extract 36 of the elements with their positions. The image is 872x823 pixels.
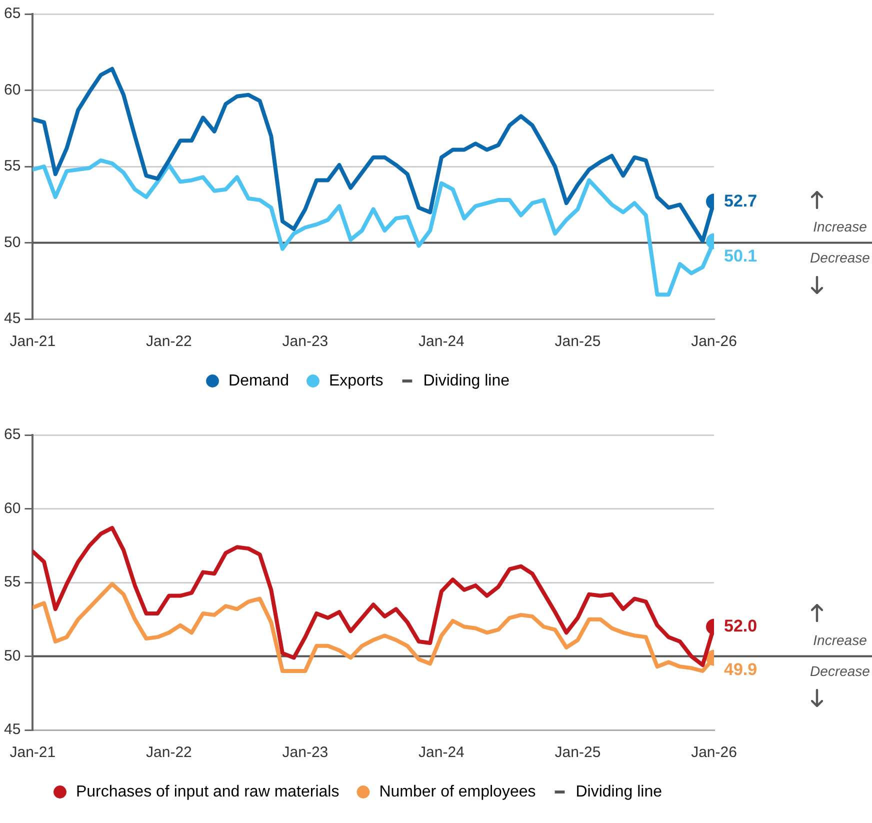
text: Increase	[813, 632, 868, 648]
y-tick-label: 50	[4, 234, 21, 251]
text: Decrease	[810, 663, 870, 680]
legend-label: Dividing line	[423, 372, 510, 390]
y-tick-label: 60	[4, 500, 21, 517]
x-tick-label: Jan-23	[282, 333, 328, 350]
x-tick-label: Jan-24	[418, 333, 464, 350]
x-tick-label: Jan-22	[146, 333, 192, 350]
text: Decrease	[810, 250, 870, 266]
x-tick-label: Jan-26	[691, 333, 737, 350]
x-tick-label: Jan-25	[554, 333, 601, 350]
x-tick-label: Jan-22	[146, 744, 192, 762]
y-tick-label: 45	[4, 721, 21, 738]
legend-label: Number of employees	[379, 783, 536, 800]
x-tick-label: Jan-25	[554, 744, 601, 762]
data-label: 50.1	[724, 246, 758, 266]
x-tick-label: Jan-21	[10, 744, 56, 762]
data-label: 52.0	[724, 616, 758, 636]
y-tick-label: 45	[4, 310, 21, 328]
y-tick-label: 60	[4, 81, 21, 98]
y-tick-label: 65	[4, 5, 21, 22]
y-tick-label: 65	[4, 426, 21, 444]
x-tick-label: Jan-26	[691, 744, 737, 762]
y-tick-label: 50	[4, 647, 21, 664]
data-label: 52.7	[724, 191, 758, 210]
legend-label: Dividing line	[576, 783, 662, 800]
y-tick-label: 55	[4, 574, 21, 591]
text: Increase	[813, 218, 868, 235]
legend-label: Demand	[228, 372, 289, 390]
legend-label: Purchases of input and raw materials	[76, 783, 340, 800]
y-tick-label: 55	[4, 158, 21, 175]
x-tick-label: Jan-23	[282, 744, 328, 762]
legend-label: Exports	[328, 372, 384, 390]
x-tick-label: Jan-24	[418, 744, 464, 762]
x-tick-label: Jan-21	[10, 333, 56, 350]
data-label: 49.9	[724, 660, 758, 679]
